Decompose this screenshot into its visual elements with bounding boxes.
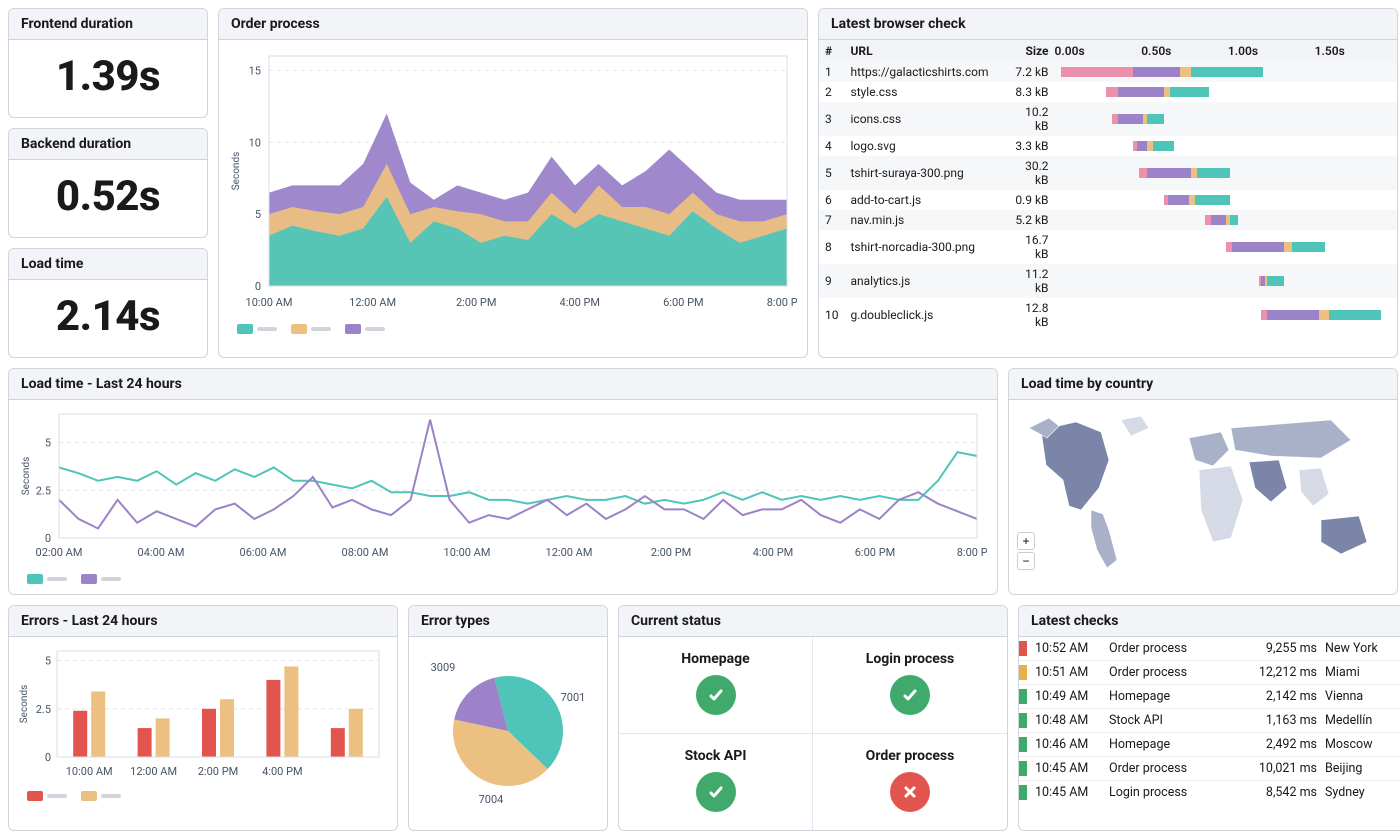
metric-loadtime: Load time 2.14s: [8, 248, 208, 358]
error-types-card: Error types 7001 7004 3009: [408, 605, 608, 831]
error-types-chart: 7001 7004 3009: [413, 641, 603, 811]
check-row[interactable]: 10:45 AMOrder process10,021 msBeijing: [1019, 756, 1400, 780]
load-country-title: Load time by country: [1009, 369, 1397, 400]
metric-loadtime-value: 2.14s: [9, 280, 207, 357]
svg-text:2:00 PM: 2:00 PM: [651, 546, 691, 559]
svg-text:4:00 PM: 4:00 PM: [560, 296, 600, 309]
svg-text:08:00 AM: 08:00 AM: [342, 546, 389, 559]
svg-text:5: 5: [45, 655, 51, 668]
svg-text:4:00 PM: 4:00 PM: [753, 546, 793, 559]
waterfall-row: 10g.doubleclick.js12.8 kB: [819, 298, 1397, 332]
errors24-legend: [17, 787, 389, 809]
svg-text:10: 10: [249, 136, 261, 149]
svg-text:8:00 PM: 8:00 PM: [957, 546, 987, 559]
waterfall-row: 7nav.min.js5.2 kB: [819, 210, 1397, 230]
waterfall-row: 5tshirt-suraya-300.png30.2 kB: [819, 156, 1397, 190]
status-title: Current status: [619, 606, 1007, 637]
svg-text:7004: 7004: [479, 793, 504, 806]
metric-frontend: Frontend duration 1.39s: [8, 8, 208, 118]
svg-text:10:00 AM: 10:00 AM: [246, 296, 293, 309]
order-process-title: Order process: [219, 9, 807, 40]
svg-text:15: 15: [249, 64, 261, 77]
svg-text:02:00 AM: 02:00 AM: [36, 546, 83, 559]
waterfall-row: 4logo.svg3.3 kB: [819, 136, 1397, 156]
svg-text:3009: 3009: [431, 661, 456, 674]
svg-text:6:00 PM: 6:00 PM: [855, 546, 895, 559]
metric-backend-title: Backend duration: [9, 129, 207, 160]
status-login-process: Login process: [813, 637, 1007, 734]
errors24-chart: 0 2.5 5 Seconds 10:00 AM 12:00 AM 2:00 PM 4:00 …: [17, 643, 387, 783]
browser-check-title: Latest browser check: [819, 9, 1397, 40]
svg-text:Seconds: Seconds: [21, 457, 32, 496]
errors24-title: Errors - Last 24 hours: [9, 606, 397, 637]
latest-checks-card: Latest checks 10:52 AMOrder process9,255…: [1018, 605, 1400, 831]
svg-text:8:00 PM: 8:00 PM: [767, 296, 797, 309]
waterfall-row: 9analytics.js11.2 kB: [819, 264, 1397, 298]
metric-loadtime-title: Load time: [9, 249, 207, 280]
status-homepage: Homepage: [619, 637, 813, 734]
order-process-card: Order process 0 5 10 15 Seconds 10:00 AM 12:00…: [218, 8, 808, 358]
svg-text:2:00 PM: 2:00 PM: [198, 765, 238, 778]
svg-text:2.5: 2.5: [36, 703, 51, 716]
check-row[interactable]: 10:51 AMOrder process12,212 msMiami: [1019, 660, 1400, 684]
svg-text:2.5: 2.5: [36, 484, 51, 497]
order-process-legend: [227, 320, 799, 342]
svg-text:6:00 PM: 6:00 PM: [663, 296, 703, 309]
browser-check-card: Latest browser check # URL Size 0.00s0.5…: [818, 8, 1398, 358]
map-zoom-in[interactable]: +: [1017, 532, 1035, 550]
map-zoom-out[interactable]: −: [1017, 552, 1035, 570]
svg-text:2:00 PM: 2:00 PM: [456, 296, 496, 309]
load24-chart: 0 2.5 5 Seconds 02:00 AM 04:00 AM 06:00 AM 08:0…: [17, 406, 987, 566]
svg-text:12:00 AM: 12:00 AM: [546, 546, 593, 559]
check-icon: [696, 675, 736, 715]
check-row[interactable]: 10:46 AMHomepage2,492 msMoscow: [1019, 732, 1400, 756]
load24-legend: [17, 570, 989, 592]
metric-frontend-value: 1.39s: [9, 40, 207, 117]
status-stock-api: Stock API: [619, 734, 813, 830]
svg-text:10:00 AM: 10:00 AM: [444, 546, 491, 559]
waterfall-row: 2style.css8.3 kB: [819, 82, 1397, 102]
waterfall-row: 8tshirt-norcadia-300.png16.7 kB: [819, 230, 1397, 264]
check-row[interactable]: 10:48 AMStock API1,163 msMedellín: [1019, 708, 1400, 732]
check-icon: [696, 772, 736, 812]
check-row[interactable]: 10:52 AMOrder process9,255 msNew York: [1019, 637, 1400, 660]
svg-text:7001: 7001: [561, 691, 586, 704]
close-icon: [890, 772, 930, 812]
latest-checks-title: Latest checks: [1019, 606, 1400, 637]
waterfall-row: 3icons.css10.2 kB: [819, 102, 1397, 136]
svg-text:0: 0: [255, 280, 261, 293]
browser-check-table: # URL Size 0.00s0.50s1.00s1.50s 1https:/…: [819, 40, 1397, 332]
svg-text:10:00 AM: 10:00 AM: [66, 765, 113, 778]
svg-text:4:00 PM: 4:00 PM: [262, 765, 302, 778]
svg-text:0: 0: [45, 532, 51, 545]
errors24-card: Errors - Last 24 hours 0 2.5 5 Seconds 10:00…: [8, 605, 398, 831]
status-card: Current status Homepage Login process St…: [618, 605, 1008, 831]
metric-backend-value: 0.52s: [9, 160, 207, 237]
waterfall-row: 6add-to-cart.js0.9 kB: [819, 190, 1397, 210]
svg-text:12:00 AM: 12:00 AM: [349, 296, 396, 309]
load-country-card: Load time by country + −: [1008, 368, 1398, 595]
metric-frontend-title: Frontend duration: [9, 9, 207, 40]
svg-text:06:00 AM: 06:00 AM: [240, 546, 287, 559]
metric-backend: Backend duration 0.52s: [8, 128, 208, 238]
svg-text:5: 5: [45, 437, 51, 450]
check-row[interactable]: 10:49 AMHomepage2,142 msVienna: [1019, 684, 1400, 708]
waterfall-row: 1https://galacticshirts.com7.2 kB: [819, 62, 1397, 82]
error-types-title: Error types: [409, 606, 607, 637]
svg-text:0: 0: [45, 751, 51, 764]
svg-text:5: 5: [255, 208, 261, 221]
load24-title: Load time - Last 24 hours: [9, 369, 997, 400]
order-process-chart: 0 5 10 15 Seconds 10:00 AM 12:00 AM 2:00 PM 4:00…: [227, 46, 797, 316]
check-row[interactable]: 10:45 AMLogin process8,542 msSydney: [1019, 780, 1400, 804]
svg-text:Seconds: Seconds: [19, 685, 30, 724]
check-icon: [890, 675, 930, 715]
status-order-process: Order process: [813, 734, 1007, 830]
svg-text:Seconds: Seconds: [231, 152, 242, 191]
svg-text:12:00 AM: 12:00 AM: [130, 765, 177, 778]
svg-text:04:00 AM: 04:00 AM: [138, 546, 185, 559]
world-map[interactable]: [1021, 410, 1387, 570]
load24-card: Load time - Last 24 hours 0 2.5 5 Seconds 02…: [8, 368, 998, 595]
